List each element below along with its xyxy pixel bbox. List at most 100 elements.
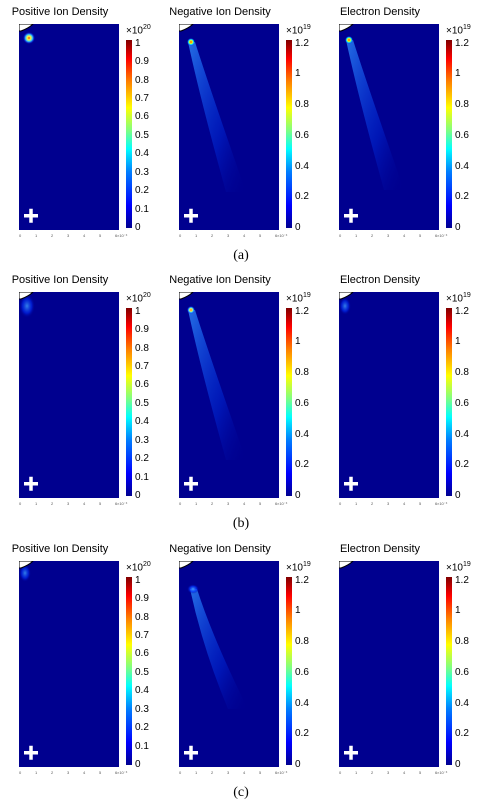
x-tick-label: 0 [179, 770, 182, 775]
colorbar-tick-label: 0.6 [455, 129, 469, 141]
colorbar-tick-label: 0.2 [455, 728, 469, 740]
colorbar-exponent-base: ×10 [126, 562, 143, 574]
x-tick-label: 6 [435, 501, 438, 506]
colorbar-exponent-base: ×10 [446, 25, 463, 37]
density-field-plot [339, 292, 439, 498]
x-tick-label: 6 [275, 233, 278, 238]
density-field-plot [179, 292, 279, 498]
needle-electrode-icon [179, 292, 194, 300]
x-tick-label: 3 [227, 770, 230, 775]
figure-row-c: Positive Ion Density 0 1 2 3 4 5 6 ×10⁻³ ×1020 1 0… [0, 537, 482, 805]
x-tick-label: 1 [35, 233, 38, 238]
y-axis-ticks [162, 292, 178, 498]
colorbar-tick-label: 0.4 [135, 685, 149, 697]
colorbar-tick-label: 0.8 [135, 611, 149, 623]
x-tick-label: 6 [115, 770, 118, 775]
colorbar-tick-label: 1 [295, 605, 301, 617]
x-tick-label: 3 [227, 233, 230, 238]
density-field-plot [179, 24, 279, 230]
density-field-plot [19, 24, 119, 230]
colorbar-tick-label: 0.2 [135, 185, 149, 197]
colorbar-exponent: ×1020 [126, 24, 151, 36]
colorbar [126, 40, 132, 228]
colorbar-exponent-power: 20 [142, 24, 151, 31]
x-axis-ticks: 0 1 2 3 4 5 6 ×10⁻³ [19, 770, 129, 778]
figure-row-b: Positive Ion Density 0 1 2 3 4 5 6 ×10⁻³ ×1020 1 0… [0, 268, 482, 536]
x-tick-label: 2 [371, 501, 374, 506]
plus-sign-icon [24, 476, 38, 491]
colorbar-exponent-power: 19 [302, 561, 311, 568]
x-axis-ticks: 0 1 2 3 4 5 6 ×10⁻³ [179, 233, 289, 241]
density-field-plot [339, 24, 439, 230]
x-tick-label: 4 [403, 501, 406, 506]
density-field-plot [339, 561, 439, 767]
y-axis-ticks [322, 561, 338, 767]
colorbar-tick-label: 0.6 [135, 648, 149, 660]
colorbar-tick-label: 0 [135, 222, 141, 233]
y-axis-ticks [2, 24, 18, 230]
x-tick-label: 5 [419, 770, 422, 775]
x-axis-exponent: ×10⁻³ [437, 233, 448, 238]
colorbar-tick-label: 0.3 [135, 703, 149, 715]
colorbar-exponent-power: 20 [142, 561, 151, 568]
row-caption: (c) [233, 785, 249, 800]
colorbar-exponent-power: 19 [462, 292, 471, 299]
colorbar-tick-label: 0.4 [455, 428, 469, 440]
colorbar-exponent-base: ×10 [286, 25, 303, 37]
colorbar-tick-label: 0.8 [295, 99, 309, 111]
colorbar-tick-label: 0.2 [295, 728, 309, 740]
colorbar-tick-label: 1.2 [295, 574, 309, 586]
colorbar-tick-label: 0 [135, 490, 141, 501]
colorbar-tick-label: 0 [295, 222, 301, 233]
colorbar-exponent-base: ×10 [446, 293, 463, 305]
colorbar-tick-label: 0.8 [295, 367, 309, 379]
panel-title: Negative Ion Density [169, 543, 271, 555]
density-panel: Electron Density 0 1 2 3 4 5 6 ×10⁻³ ×1019 1.2 1 0.… [320, 537, 480, 805]
colorbar-exponent-base: ×10 [446, 562, 463, 574]
colorbar-exponent: ×1019 [286, 24, 311, 36]
x-axis-ticks: 0 1 2 3 4 5 6 ×10⁻³ [179, 770, 289, 778]
panel-title: Negative Ion Density [169, 6, 271, 18]
colorbar-tick-label: 0.8 [135, 342, 149, 354]
colorbar-tick-label: 0.6 [295, 397, 309, 409]
density-panel: Positive Ion Density 0 1 2 3 4 5 6 ×10⁻³ ×1020 1 0… [0, 537, 160, 805]
colorbar-exponent-power: 20 [142, 292, 151, 299]
y-axis-ticks [322, 292, 338, 498]
colorbar [126, 577, 132, 765]
plus-sign-icon [344, 745, 358, 760]
row-caption: (b) [232, 516, 250, 531]
x-tick-label: 4 [403, 770, 406, 775]
colorbar-tick-label: 0.3 [135, 166, 149, 178]
colorbar-exponent: ×1020 [126, 561, 151, 573]
colorbar-exponent: ×1019 [286, 561, 311, 573]
colorbar-exponent-base: ×10 [126, 25, 143, 37]
colorbar-tick-label: 1 [295, 336, 301, 348]
colorbar-tick-label: 1.2 [295, 37, 309, 49]
x-axis-ticks: 0 1 2 3 4 5 6 ×10⁻³ [339, 770, 449, 778]
x-tick-label: 0 [339, 501, 342, 506]
density-field-plot [19, 561, 119, 767]
colorbar-tick-label: 0.8 [455, 636, 469, 648]
y-axis-ticks [162, 561, 178, 767]
colorbar-exponent-power: 19 [302, 292, 311, 299]
x-tick-label: 3 [387, 233, 390, 238]
x-tick-label: 1 [355, 770, 358, 775]
x-tick-label: 0 [179, 501, 182, 506]
colorbar [286, 577, 292, 765]
colorbar-exponent: ×1019 [446, 561, 471, 573]
colorbar-tick-label: 1 [455, 336, 461, 348]
needle-electrode-icon [19, 24, 34, 32]
x-axis-exponent: ×10⁻³ [117, 770, 128, 775]
colorbar [446, 40, 452, 228]
colorbar-tick-label: 0.4 [295, 160, 309, 172]
colorbar-tick-label: 0.9 [135, 593, 149, 605]
x-tick-label: 2 [51, 501, 54, 506]
x-tick-label: 1 [35, 501, 38, 506]
y-axis-ticks [2, 292, 18, 498]
colorbar-tick-label: 0 [295, 490, 301, 501]
density-panel: Positive Ion Density 0 1 2 3 4 5 6 ×10⁻³ ×1020 1 0… [0, 0, 160, 268]
colorbar-tick-label: 1 [135, 37, 141, 49]
colorbar-tick-label: 0 [455, 490, 461, 501]
x-tick-label: 5 [259, 770, 262, 775]
x-axis-exponent: ×10⁻³ [437, 770, 448, 775]
